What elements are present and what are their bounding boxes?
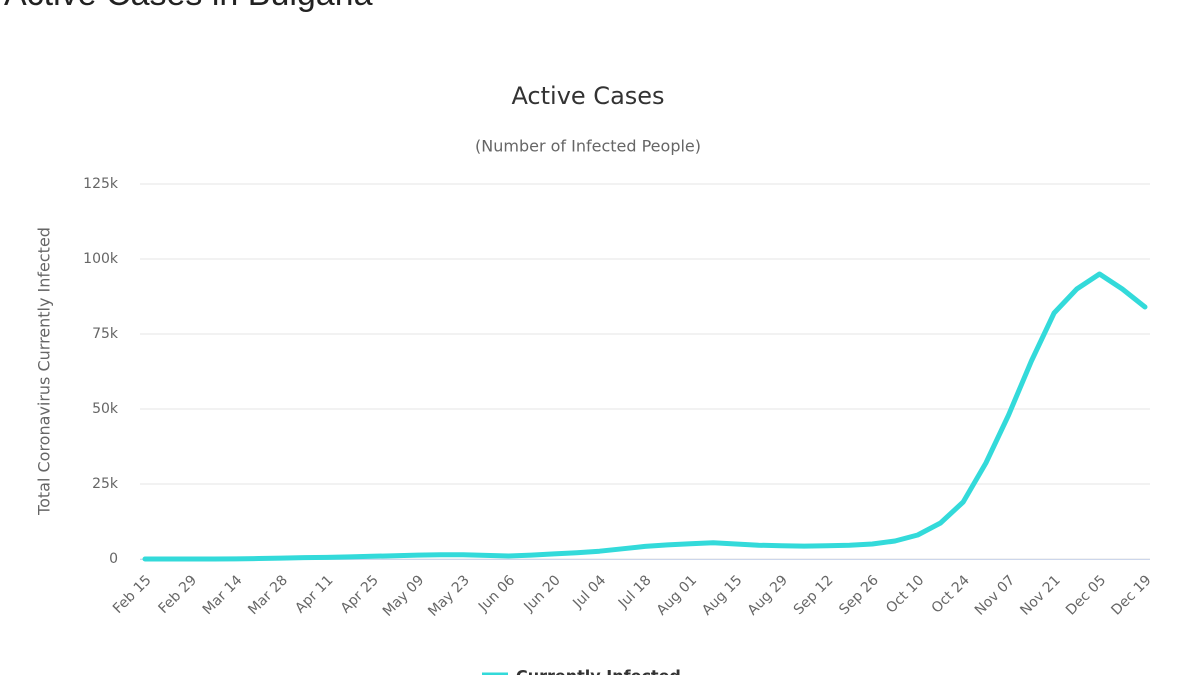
y-tick-label: 50k	[92, 401, 119, 417]
y-tick-label: 125k	[83, 176, 119, 192]
y-tick-label: 100k	[83, 251, 119, 267]
chart-subtitle: (Number of Infected People)	[475, 137, 701, 156]
data-line	[142, 271, 1148, 562]
y-tick-label: 0	[109, 551, 118, 567]
legend-label: Currently Infected	[516, 667, 681, 675]
chart-title: Active Cases	[511, 82, 664, 110]
y-tick-label: 75k	[92, 326, 119, 342]
y-axis-label: Total Coronavirus Currently Infected	[35, 227, 54, 516]
page-heading: Active Cases in Bulgaria	[4, 0, 373, 13]
y-tick-label: 25k	[92, 476, 119, 492]
